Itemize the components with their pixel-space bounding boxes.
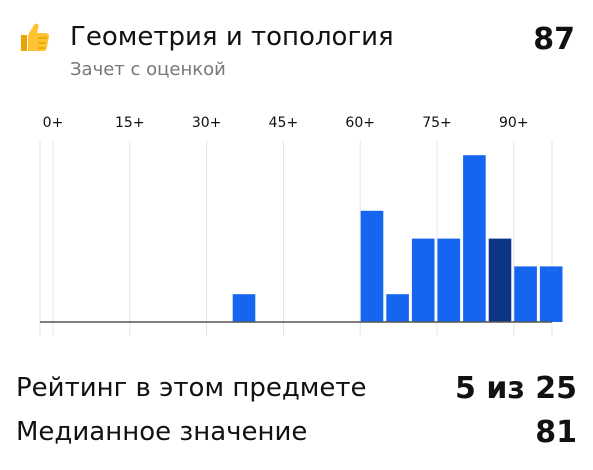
chart-bar	[411, 238, 435, 322]
chart-bar-highlight	[488, 238, 512, 322]
rank-row: Рейтинг в этом предмете 5 из 25	[16, 366, 577, 410]
median-row: Медианное значение 81	[16, 410, 577, 454]
chart-bar	[539, 266, 563, 322]
chart-bar	[514, 266, 537, 322]
course-title: Геометрия и топология	[70, 22, 394, 52]
thumbs-up-icon	[16, 18, 54, 56]
x-tick-label: 0+	[43, 115, 64, 131]
chart-bar	[463, 155, 486, 322]
course-header: Геометрия и топология Зачет с оценкой 87	[16, 14, 577, 84]
rank-value: 5 из 25	[455, 370, 577, 406]
x-tick-label: 30+	[192, 115, 222, 131]
assessment-type: Зачет с оценкой	[70, 59, 226, 80]
grade-distribution-chart: 0+ 15+ 30+ 45+ 60+ 75+ 90+	[39, 115, 563, 336]
student-score: 87	[533, 22, 575, 57]
median-value: 81	[535, 414, 577, 450]
median-label: Медианное значение	[16, 417, 308, 447]
stats-panel: Рейтинг в этом предмете 5 из 25 Медианно…	[16, 366, 577, 454]
chart-bar	[437, 238, 461, 322]
chart-bar	[360, 210, 384, 322]
x-tick-label: 75+	[422, 115, 452, 131]
x-tick-label: 60+	[345, 115, 375, 131]
x-tick-label: 15+	[115, 115, 145, 131]
x-tick-label: 45+	[269, 115, 299, 131]
x-tick-label: 90+	[499, 115, 529, 131]
rank-label: Рейтинг в этом предмете	[16, 373, 367, 403]
chart-bar	[232, 294, 256, 322]
chart-bar	[386, 294, 409, 322]
